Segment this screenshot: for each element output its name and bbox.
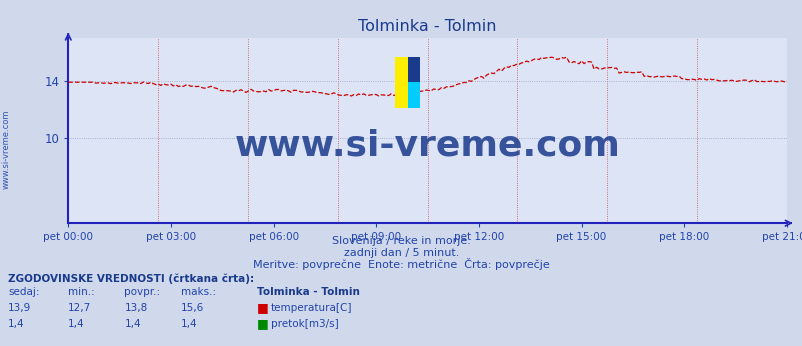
Text: zadnji dan / 5 minut.: zadnji dan / 5 minut. (343, 248, 459, 258)
Text: 13,8: 13,8 (124, 303, 148, 313)
Text: povpr.:: povpr.: (124, 287, 160, 297)
Text: Slovenija / reke in morje.: Slovenija / reke in morje. (332, 236, 470, 246)
Bar (407, 57, 420, 82)
Text: sedaj:: sedaj: (8, 287, 39, 297)
Bar (395, 56, 407, 108)
Text: 13,9: 13,9 (8, 303, 31, 313)
Text: ■: ■ (257, 301, 269, 315)
Bar (407, 82, 420, 108)
Text: 12,7: 12,7 (68, 303, 91, 313)
Text: Tolminka - Tolmin: Tolminka - Tolmin (257, 287, 359, 297)
Text: pretok[m3/s]: pretok[m3/s] (270, 319, 338, 329)
Text: 1,4: 1,4 (8, 319, 25, 329)
Text: www.si-vreme.com: www.si-vreme.com (2, 109, 11, 189)
Text: 1,4: 1,4 (124, 319, 141, 329)
Text: min.:: min.: (68, 287, 95, 297)
Text: www.si-vreme.com: www.si-vreme.com (234, 128, 620, 162)
Text: ■: ■ (257, 317, 269, 330)
Text: ZGODOVINSKE VREDNOSTI (črtkana črta):: ZGODOVINSKE VREDNOSTI (črtkana črta): (8, 273, 254, 284)
Text: 1,4: 1,4 (68, 319, 85, 329)
Text: Meritve: povprečne  Enote: metrične  Črta: povprečje: Meritve: povprečne Enote: metrične Črta:… (253, 258, 549, 270)
Text: temperatura[C]: temperatura[C] (270, 303, 351, 313)
Text: 15,6: 15,6 (180, 303, 204, 313)
Text: 1,4: 1,4 (180, 319, 197, 329)
Text: maks.:: maks.: (180, 287, 216, 297)
Title: Tolminka - Tolmin: Tolminka - Tolmin (358, 19, 496, 34)
